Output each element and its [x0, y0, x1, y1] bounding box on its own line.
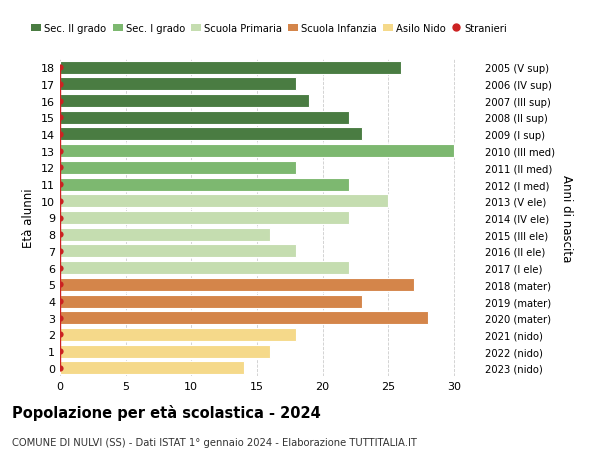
Y-axis label: Anni di nascita: Anni di nascita — [560, 174, 574, 262]
Bar — [60, 128, 362, 141]
Bar — [60, 362, 244, 375]
Text: Popolazione per età scolastica - 2024: Popolazione per età scolastica - 2024 — [12, 404, 321, 420]
Y-axis label: Età alunni: Età alunni — [22, 188, 35, 248]
Bar — [60, 278, 415, 291]
Bar — [60, 145, 454, 158]
Bar — [60, 228, 270, 241]
Bar — [60, 62, 401, 74]
Bar — [60, 78, 296, 91]
Text: COMUNE DI NULVI (SS) - Dati ISTAT 1° gennaio 2024 - Elaborazione TUTTITALIA.IT: COMUNE DI NULVI (SS) - Dati ISTAT 1° gen… — [12, 437, 417, 448]
Bar — [60, 245, 296, 258]
Bar — [60, 312, 427, 325]
Bar — [60, 295, 362, 308]
Bar — [60, 328, 296, 341]
Bar — [60, 112, 349, 124]
Legend: Sec. II grado, Sec. I grado, Scuola Primaria, Scuola Infanzia, Asilo Nido, Stran: Sec. II grado, Sec. I grado, Scuola Prim… — [31, 23, 507, 34]
Bar — [60, 212, 349, 224]
Bar — [60, 178, 349, 191]
Bar — [60, 195, 388, 208]
Bar — [60, 345, 270, 358]
Bar — [60, 95, 310, 108]
Bar — [60, 162, 296, 174]
Bar — [60, 262, 349, 274]
